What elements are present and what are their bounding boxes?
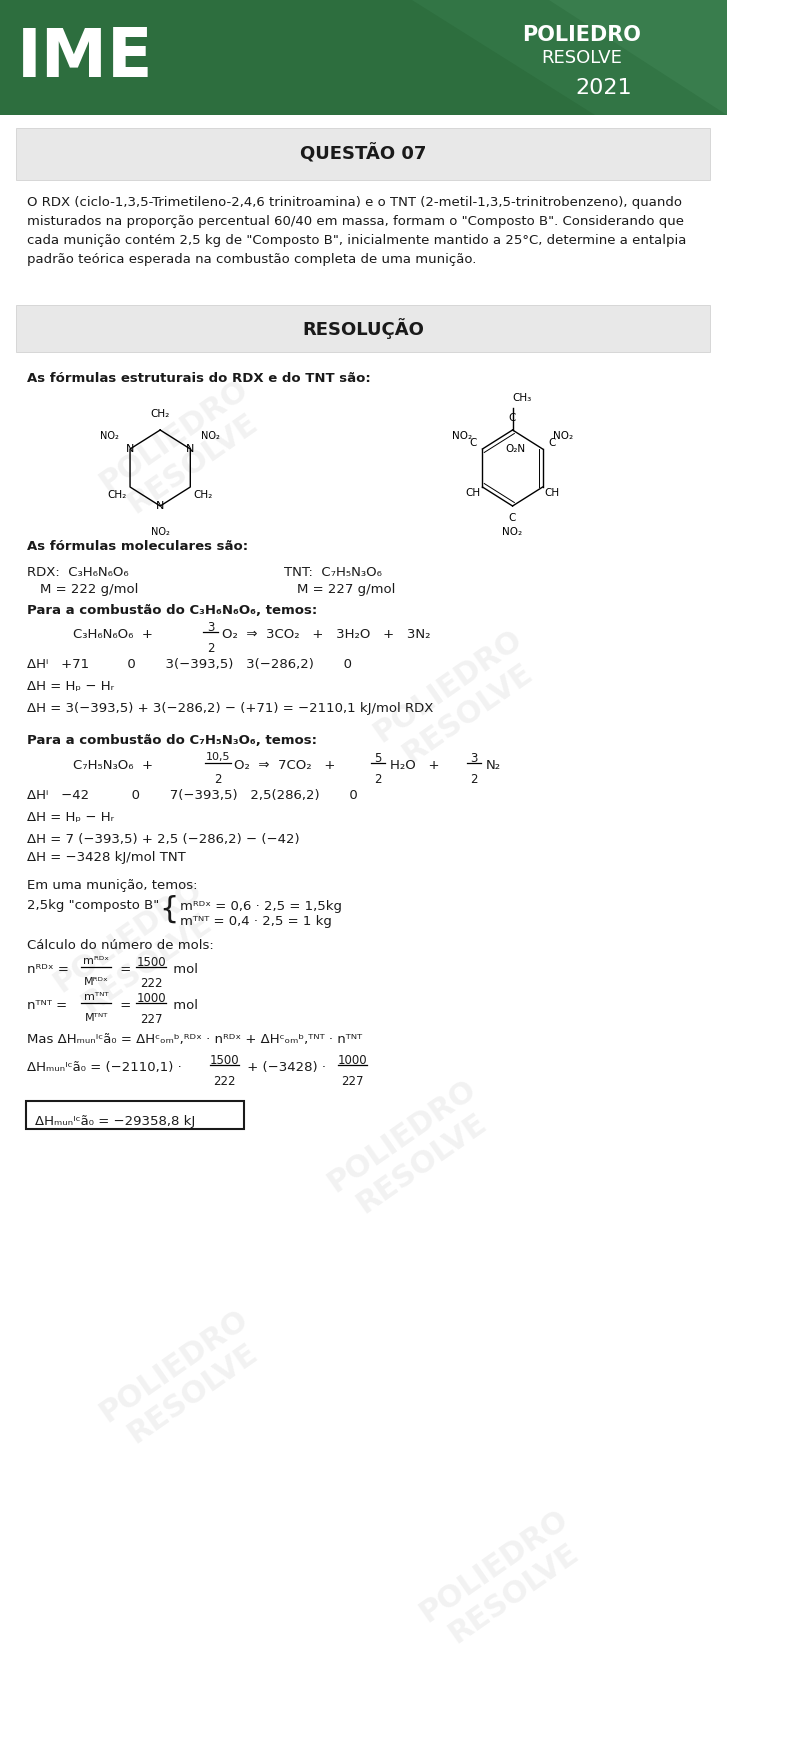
Text: =: = (116, 964, 136, 976)
Text: M = 227 g/mol: M = 227 g/mol (296, 583, 395, 595)
Text: POLIEDRO
RESOLVE: POLIEDRO RESOLVE (368, 625, 547, 775)
Text: 5: 5 (374, 753, 382, 765)
Text: Para a combustão do C₃H₆N₆O₆, temos:: Para a combustão do C₃H₆N₆O₆, temos: (28, 604, 318, 616)
Text: CH₂: CH₂ (151, 409, 170, 419)
Text: nᴿᴰˣ =: nᴿᴰˣ = (28, 964, 69, 976)
Text: C: C (509, 513, 516, 524)
Text: mᴿᴰˣ = 0,6 · 2,5 = 1,5kg: mᴿᴰˣ = 0,6 · 2,5 = 1,5kg (180, 899, 342, 913)
Text: mol: mol (169, 964, 198, 976)
Text: NO₂: NO₂ (151, 527, 170, 538)
Text: ΔH = Hₚ − Hᵣ: ΔH = Hₚ − Hᵣ (28, 810, 114, 824)
Text: RESOLVE: RESOLVE (541, 49, 622, 66)
Text: ΔH = 3(−393,5) + 3(−286,2) − (+71) = −2110,1 kJ/mol RDX: ΔH = 3(−393,5) + 3(−286,2) − (+71) = −21… (28, 702, 434, 716)
Text: Cálculo do número de mols:: Cálculo do número de mols: (28, 939, 214, 952)
Text: NO₂: NO₂ (553, 431, 573, 442)
Text: Mᵀᴺᵀ: Mᵀᴺᵀ (84, 1013, 108, 1023)
Text: 3: 3 (470, 753, 478, 765)
Polygon shape (412, 0, 727, 115)
Text: RESOLUÇÃO: RESOLUÇÃO (303, 318, 424, 339)
Text: As fórmulas estruturais do RDX e do TNT são:: As fórmulas estruturais do RDX e do TNT … (28, 372, 372, 386)
Text: Para a combustão do C₇H₅N₃O₆, temos:: Para a combustão do C₇H₅N₃O₆, temos: (28, 733, 318, 747)
Text: RDX:  C₃H₆N₆O₆: RDX: C₃H₆N₆O₆ (28, 566, 129, 580)
Text: 3: 3 (206, 622, 214, 634)
Text: ΔHⁱ   −42          0       7(−393,5)   2,5(286,2)       0: ΔHⁱ −42 0 7(−393,5) 2,5(286,2) 0 (28, 789, 358, 801)
Text: H₂O   +: H₂O + (390, 760, 452, 772)
Text: C₇H₅N₃O₆  +: C₇H₅N₃O₆ + (73, 760, 162, 772)
Text: NO₂: NO₂ (100, 431, 119, 442)
Text: CH₃: CH₃ (512, 393, 531, 403)
Text: + (−3428) ·: + (−3428) · (242, 1062, 326, 1074)
Text: mol: mol (169, 999, 198, 1013)
Text: POLIEDRO
RESOLVE: POLIEDRO RESOLVE (322, 1074, 501, 1226)
Text: mᵀᴺᵀ = 0,4 · 2,5 = 1 kg: mᵀᴺᵀ = 0,4 · 2,5 = 1 kg (180, 915, 332, 929)
Text: CH₂: CH₂ (194, 491, 213, 499)
Text: POLIEDRO: POLIEDRO (522, 24, 641, 45)
Text: 222: 222 (140, 978, 162, 990)
Text: {: { (160, 894, 179, 924)
Text: TNT:  C₇H₅N₃O₆: TNT: C₇H₅N₃O₆ (283, 566, 382, 580)
Text: C: C (509, 414, 516, 423)
Text: 222: 222 (213, 1076, 236, 1088)
Text: 2,5kg "composto B": 2,5kg "composto B" (28, 899, 160, 911)
Text: 1500: 1500 (137, 957, 166, 969)
Text: 10,5: 10,5 (206, 753, 230, 761)
Text: ΔHₘᵤₙᴵᶜã₀ = −29358,8 kJ: ΔHₘᵤₙᴵᶜã₀ = −29358,8 kJ (35, 1116, 195, 1128)
Text: 1500: 1500 (210, 1055, 239, 1067)
Text: As fórmulas moleculares são:: As fórmulas moleculares são: (28, 540, 249, 553)
Text: O₂  ⇒  3CO₂   +   3H₂O   +   3N₂: O₂ ⇒ 3CO₂ + 3H₂O + 3N₂ (222, 629, 431, 641)
Polygon shape (549, 0, 727, 115)
Text: CH: CH (545, 487, 560, 498)
Text: nᵀᴺᵀ =: nᵀᴺᵀ = (28, 999, 67, 1013)
Text: ΔHₘᵤₙᴵᶜã₀ = (−2110,1) ·: ΔHₘᵤₙᴵᶜã₀ = (−2110,1) · (28, 1062, 182, 1074)
Text: ΔHⁱ   +71         0       3(−393,5)   3(−286,2)       0: ΔHⁱ +71 0 3(−393,5) 3(−286,2) 0 (28, 658, 353, 670)
FancyBboxPatch shape (25, 1102, 245, 1130)
FancyBboxPatch shape (17, 306, 711, 353)
Text: 1000: 1000 (137, 992, 166, 1006)
Text: NO₂: NO₂ (452, 431, 472, 442)
Text: POLIEDRO
RESOLVE: POLIEDRO RESOLVE (48, 875, 226, 1025)
Text: C: C (549, 438, 556, 449)
Text: ΔH = −3428 kJ/mol TNT: ΔH = −3428 kJ/mol TNT (28, 850, 187, 864)
FancyBboxPatch shape (17, 127, 711, 180)
Text: ΔH = 7 (−393,5) + 2,5 (−286,2) − (−42): ΔH = 7 (−393,5) + 2,5 (−286,2) − (−42) (28, 833, 300, 847)
Text: CH: CH (465, 487, 480, 498)
Text: 1000: 1000 (337, 1055, 367, 1067)
Text: O₂  ⇒  7CO₂   +: O₂ ⇒ 7CO₂ + (234, 760, 349, 772)
Text: IME: IME (17, 24, 153, 91)
Text: 2: 2 (214, 773, 222, 786)
Text: QUESTÃO 07: QUESTÃO 07 (300, 145, 426, 164)
Text: 227: 227 (341, 1076, 364, 1088)
Text: M = 222 g/mol: M = 222 g/mol (40, 583, 139, 595)
Text: O₂N: O₂N (505, 443, 526, 454)
Text: POLIEDRO
RESOLVE: POLIEDRO RESOLVE (414, 1505, 592, 1655)
Text: O RDX (ciclo-1,3,5-Trimetileno-2,4,6 trinitroamina) e o TNT (2-metil-1,3,5-trini: O RDX (ciclo-1,3,5-Trimetileno-2,4,6 tri… (28, 196, 687, 265)
Text: =: = (116, 999, 136, 1013)
Text: 227: 227 (140, 1013, 162, 1027)
Text: 2: 2 (374, 773, 382, 786)
Text: 2: 2 (470, 773, 478, 786)
Text: ΔH = Hₚ − Hᵣ: ΔH = Hₚ − Hᵣ (28, 679, 114, 693)
Text: NO₂: NO₂ (202, 431, 221, 442)
Text: POLIEDRO
RESOLVE: POLIEDRO RESOLVE (94, 374, 272, 526)
Text: Mas ΔHₘᵤₙᴵᶜã₀ = ΔHᶜₒₘᵇ,ᴿᴰˣ · nᴿᴰˣ + ΔHᶜₒₘᵇ,ᵀᴺᵀ · nᵀᴺᵀ: Mas ΔHₘᵤₙᴵᶜã₀ = ΔHᶜₒₘᵇ,ᴿᴰˣ · nᴿᴰˣ + ΔHᶜₒ… (28, 1034, 363, 1046)
Text: N₂: N₂ (486, 760, 501, 772)
Text: NO₂: NO₂ (503, 527, 522, 538)
Text: CH₂: CH₂ (108, 491, 127, 499)
Text: C: C (469, 438, 476, 449)
Text: N: N (126, 443, 134, 454)
Text: 2: 2 (206, 643, 214, 655)
Text: N: N (156, 501, 164, 512)
Text: N: N (186, 443, 195, 454)
Text: POLIEDRO
RESOLVE: POLIEDRO RESOLVE (94, 1304, 272, 1456)
Text: C₃H₆N₆O₆  +: C₃H₆N₆O₆ + (73, 629, 162, 641)
Bar (0, 0, 727, 115)
Text: 2021: 2021 (576, 79, 632, 98)
Text: mᵀᴺᵀ: mᵀᴺᵀ (84, 992, 109, 1002)
Text: Em uma munição, temos:: Em uma munição, temos: (28, 878, 198, 892)
Text: Mᴿᴰˣ: Mᴿᴰˣ (83, 978, 109, 986)
Text: mᴿᴰˣ: mᴿᴰˣ (83, 957, 109, 966)
